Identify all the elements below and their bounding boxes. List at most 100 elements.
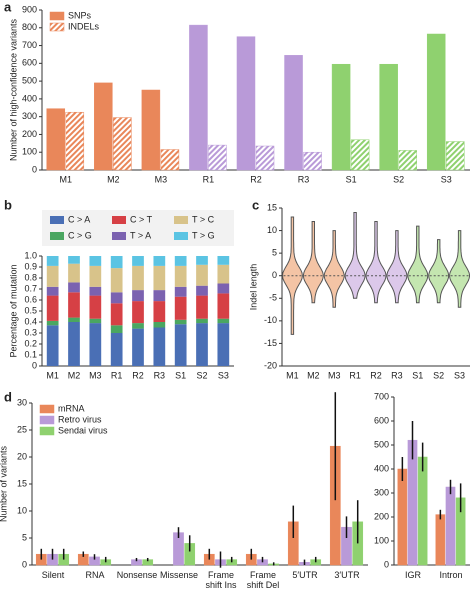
bar-segment [196, 323, 208, 366]
bar-segment [110, 292, 123, 304]
bar-segment [89, 256, 102, 266]
bar-segment [132, 290, 144, 302]
violin [323, 230, 345, 308]
bar-segment [174, 265, 187, 287]
bar-segment [153, 256, 166, 266]
violin [449, 230, 470, 308]
x-tick-label: M1 [46, 370, 59, 380]
y-tick-label: 10 [267, 225, 277, 235]
bar-segment [196, 295, 208, 319]
x-tick-label: S3 [454, 370, 465, 380]
bar-segment [46, 325, 59, 366]
x-tick-label: R1 [111, 370, 123, 380]
bar [65, 111, 85, 171]
x-tick-label: M1 [60, 174, 73, 184]
bar [46, 108, 66, 171]
bar-segment [46, 295, 59, 321]
y-tick-label: 300 [374, 487, 389, 497]
y-tick-label: 0.5 [24, 305, 37, 315]
bar-segment [153, 322, 166, 328]
y-tick-label: 800 [22, 22, 37, 32]
x-tick-label: R3 [154, 370, 166, 380]
bar-segment [110, 325, 123, 333]
bar-segment [217, 264, 230, 284]
y-axis-label: Number of high-confidence variants [8, 18, 18, 161]
legend-swatch [174, 216, 188, 224]
y-tick-label: -10 [264, 315, 277, 325]
legend-label: INDELs [68, 21, 100, 31]
y-tick-label: 0.4 [24, 316, 37, 326]
y-tick-label: 500 [374, 439, 389, 449]
x-tick-label: S1 [412, 370, 423, 380]
y-tick-label: 500 [22, 75, 37, 85]
bar-segment [46, 265, 59, 287]
bar-segment [89, 265, 102, 287]
bar-segment [196, 285, 208, 296]
legend-box [42, 210, 234, 246]
bar-segment [174, 324, 187, 366]
x-tick-label: R3 [298, 174, 310, 184]
violin [302, 221, 324, 304]
x-tick-label: M2 [107, 174, 120, 184]
bar [435, 514, 446, 566]
y-tick-label: 0 [272, 270, 277, 280]
x-tick-label: M3 [89, 370, 102, 380]
bar-segment [196, 256, 208, 265]
y-tick-label: 0.2 [24, 338, 37, 348]
legend-label: mRNA [58, 403, 85, 413]
bar-segment [153, 301, 166, 322]
bar [397, 468, 408, 566]
bar-segment [174, 286, 187, 297]
legend-swatch [49, 11, 65, 21]
legend-label: C > A [68, 214, 90, 224]
x-tick-label: R1 [203, 174, 215, 184]
y-tick-label: 0 [22, 559, 27, 569]
bar [284, 55, 303, 171]
x-tick-label: Silent [41, 570, 65, 580]
y-tick-label: 700 [22, 40, 37, 50]
bar [94, 82, 113, 171]
y-tick-label: 200 [22, 129, 37, 139]
bar [113, 117, 132, 171]
violin [386, 230, 408, 304]
bar-segment [217, 256, 230, 265]
legend-label: T > A [130, 230, 151, 240]
x-tick-label: Frame shift Del [246, 570, 280, 590]
bar-segment [217, 293, 230, 319]
x-tick-label: IGR [404, 570, 421, 580]
bar-segment [174, 256, 187, 266]
bar [426, 33, 446, 171]
x-tick-label: Intron [439, 570, 463, 580]
y-tick-label: -15 [264, 338, 277, 348]
bar-segment [46, 286, 59, 296]
x-tick-label: M3 [155, 174, 168, 184]
bar-segment [132, 301, 144, 324]
bar-segment [110, 256, 123, 269]
y-tick-label: 0.3 [24, 327, 37, 337]
bar [255, 145, 275, 171]
x-tick-label: S2 [196, 370, 207, 380]
panel-letter: c [252, 197, 259, 212]
bar-segment [68, 322, 80, 366]
x-tick-label: 3′UTR [334, 570, 360, 580]
violin [344, 212, 366, 299]
bar [236, 36, 256, 171]
x-tick-label: R2 [250, 174, 262, 184]
bar-segment [153, 290, 166, 302]
x-tick-label: S3 [441, 174, 452, 184]
bar [379, 63, 398, 171]
y-axis-label: Number of variants [0, 445, 8, 522]
y-tick-label: 0.6 [24, 294, 37, 304]
bar [398, 150, 417, 171]
y-tick-label: 400 [22, 93, 37, 103]
bar [141, 89, 161, 171]
x-tick-label: M2 [68, 370, 81, 380]
bar [208, 144, 227, 171]
y-tick-label: 0.1 [24, 349, 37, 359]
bar [350, 139, 370, 171]
y-tick-label: 30 [17, 397, 27, 407]
legend-label: T > C [192, 214, 215, 224]
legend-label: Sendai virus [58, 425, 108, 435]
